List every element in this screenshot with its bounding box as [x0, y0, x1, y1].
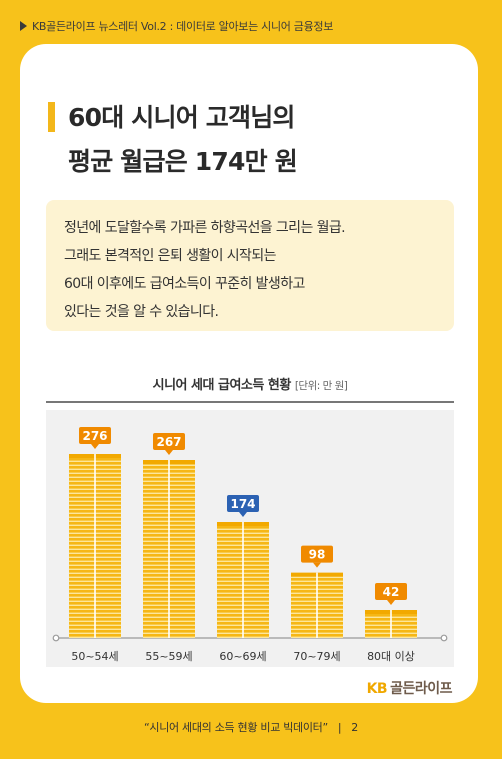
- page-title: 60대 시니어 고객님의 평균 월급은 174만 원: [68, 96, 468, 184]
- footer-text: “시니어 세대의 소득 현황 비교 빅데이터”: [143, 721, 328, 734]
- data-label-box: [375, 583, 407, 600]
- bar-chart: 276 50~54세 267 55~59세 174 60~69세 98 70~79세 42 80대…: [52, 427, 448, 663]
- category-label: 50~54세: [71, 650, 118, 663]
- description-line-1: 정년에 도달할수록 가파른 하향곡선을 그리는 월급.: [64, 220, 346, 236]
- chart-title-text: 시니어 세대 급여소득 현황: [152, 378, 292, 393]
- data-label-pointer: [239, 512, 247, 517]
- brand-logo: KB 골든라이프: [366, 678, 453, 698]
- category-label: 55~59세: [145, 650, 192, 663]
- chart-title: 시니어 세대 급여소득 현황 [단위: 만 원]: [46, 374, 454, 393]
- category-label: 60~69세: [219, 650, 266, 663]
- chart-area: 276 50~54세 267 55~59세 174 60~69세 98 70~79세 42 80대…: [46, 410, 454, 667]
- title-line-1: 60대 시니어 고객님의: [68, 103, 295, 132]
- content-card: 60대 시니어 고객님의 평균 월급은 174만 원 정년에 도달할수록 가파른…: [20, 44, 478, 703]
- data-label-pointer: [387, 600, 395, 605]
- data-label-box: [153, 433, 185, 450]
- bar-group: 276 50~54세: [69, 427, 121, 663]
- bar-group: 174 60~69세: [217, 495, 269, 663]
- category-label: 80대 이상: [367, 650, 415, 663]
- description-line-4: 있다는 것을 알 수 있습니다.: [64, 304, 219, 320]
- chart-title-divider: [46, 401, 454, 403]
- triangle-icon: [20, 21, 27, 31]
- x-axis-end-dot: [440, 634, 448, 642]
- page-number: 2: [351, 721, 358, 734]
- description-line-3: 60대 이후에도 급여소득이 꾸준히 발생하고: [64, 276, 305, 292]
- brand-kb: KB: [366, 681, 388, 697]
- data-label-pointer: [313, 562, 321, 568]
- title-line-2: 평균 월급은 174만 원: [68, 147, 298, 176]
- footer-separator: |: [337, 721, 342, 734]
- data-label: 98: [309, 548, 326, 562]
- description-line-2: 그래도 본격적인 은퇴 생활이 시작되는: [64, 248, 276, 264]
- data-label-pointer: [165, 450, 173, 455]
- title-accent-bar: [48, 102, 55, 132]
- description-box: 정년에 도달할수록 가파른 하향곡선을 그리는 월급. 그래도 본격적인 은퇴 …: [46, 200, 454, 331]
- newsletter-header: KB골든라이프 뉴스레터 Vol.2 : 데이터로 알아보는 시니어 금융정보: [20, 18, 490, 38]
- newsletter-header-text: KB골든라이프 뉴스레터 Vol.2 : 데이터로 알아보는 시니어 금융정보: [32, 20, 334, 33]
- data-label-box: [301, 545, 333, 563]
- category-label: 70~79세: [293, 650, 340, 663]
- data-label-pointer: [91, 444, 99, 449]
- data-label: 174: [230, 497, 255, 511]
- data-label: 276: [82, 429, 107, 443]
- bar-group: 42 80대 이상: [365, 583, 417, 663]
- data-label-box: [79, 427, 111, 444]
- chart-unit: [단위: 만 원]: [294, 380, 348, 392]
- brand-name: 골든라이프: [390, 681, 452, 697]
- footer: “시니어 세대의 소득 현황 비교 빅데이터” | 2: [0, 719, 502, 735]
- data-label: 267: [156, 435, 181, 449]
- x-axis-start-dot: [52, 634, 60, 642]
- bar-group: 267 55~59세: [143, 433, 195, 663]
- bar-group: 98 70~79세: [291, 545, 343, 663]
- data-label: 42: [383, 585, 400, 599]
- data-label-box: [227, 495, 259, 512]
